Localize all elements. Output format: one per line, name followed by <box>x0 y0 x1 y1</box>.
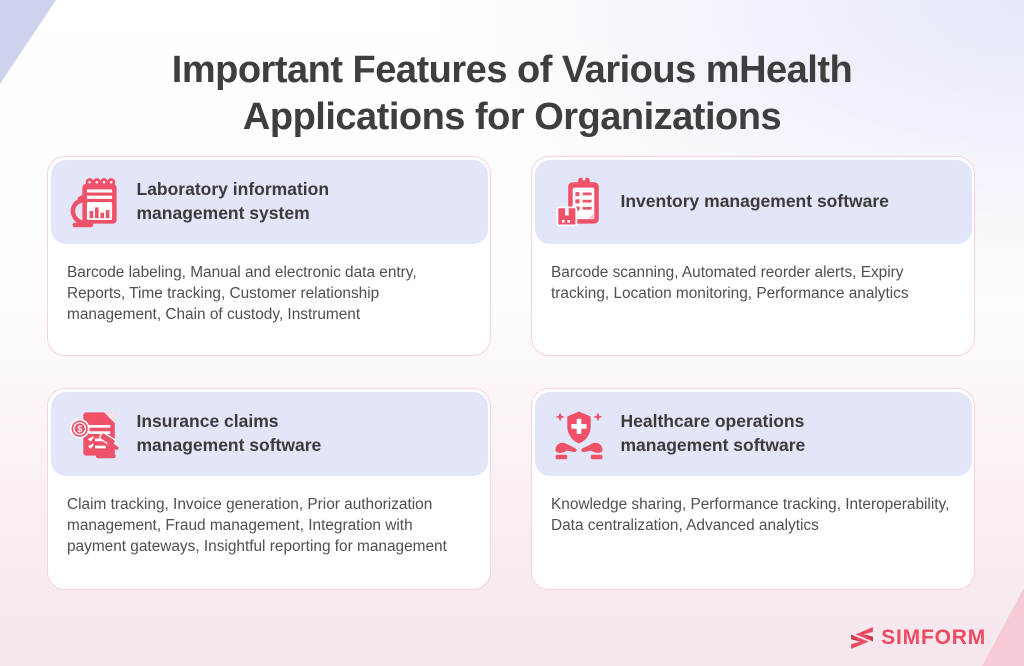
page-title-line2: Applications for Organizations <box>242 95 782 138</box>
page-title-line1: Important Features of Various mHealth <box>171 49 853 92</box>
hands-shield-cross-icon <box>555 411 602 459</box>
card-header: Healthcare operations management softwar… <box>534 391 972 476</box>
card-features-text: Knowledge sharing, Performance tracking,… <box>551 496 950 535</box>
corner-triangle-bottom-right <box>982 588 1024 666</box>
microscope-notepad-icon <box>70 177 117 227</box>
card-features-text: Barcode labeling, Manual and electronic … <box>67 264 417 324</box>
simform-logo: SIMFORM <box>849 625 986 651</box>
card-title: Healthcare operations management softwar… <box>620 411 806 455</box>
card-header: $ Insurance claims management software <box>50 391 488 476</box>
card-features-text: Barcode scanning, Automated reorder aler… <box>551 264 909 303</box>
card-header: Laboratory information management system <box>50 159 488 244</box>
card-title: Laboratory information management system <box>136 179 330 223</box>
card-insurance-claims: $ Insurance claims management software C… <box>47 388 491 590</box>
card-header: Inventory management software <box>534 159 972 244</box>
feature-cards-grid: Laboratory information management system… <box>47 156 975 590</box>
simform-logo-text: SIMFORM <box>881 626 986 649</box>
simform-logo-icon <box>851 627 874 649</box>
inventory-clipboard-box-icon <box>556 177 599 226</box>
card-features-text: Claim tracking, Invoice generation, Prio… <box>67 496 447 556</box>
card-title: Insurance claims management software <box>136 411 322 455</box>
insurance-claim-document-gavel-icon: $ <box>69 411 119 458</box>
card-laboratory-information: Laboratory information management system… <box>47 156 491 356</box>
card-healthcare-operations: Healthcare operations management softwar… <box>531 388 975 590</box>
svg-text:$: $ <box>77 423 82 433</box>
card-inventory-management: Inventory management software Barcode sc… <box>531 156 975 356</box>
page-title: Important Features of Various mHealth Ap… <box>0 47 1024 140</box>
card-title: Inventory management software <box>620 190 889 211</box>
